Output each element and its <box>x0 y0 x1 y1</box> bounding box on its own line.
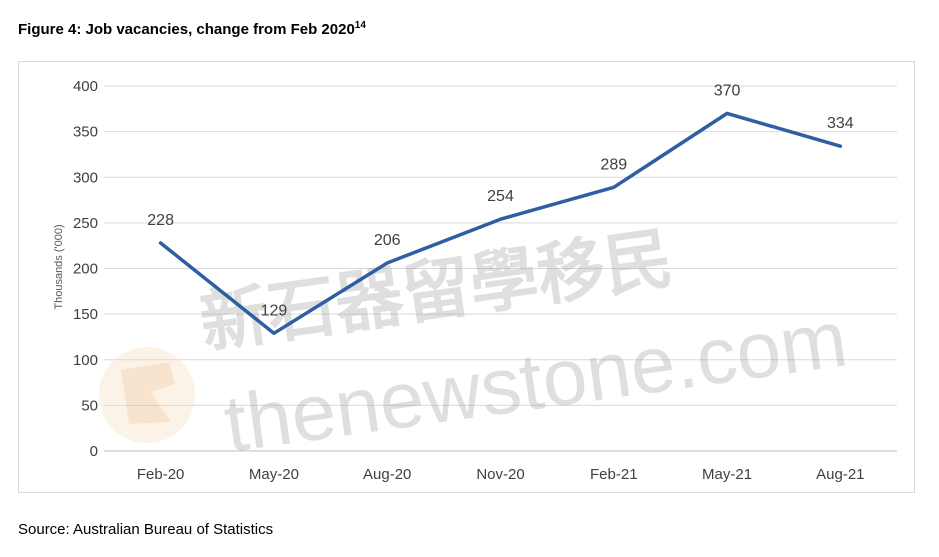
y-tick-label: 150 <box>73 306 98 323</box>
x-axis: Feb-20 May-20 Aug-20 Nov-20 Feb-21 May-21 Aug-… <box>137 466 865 483</box>
y-axis-label: Thousands ('000) <box>53 224 65 309</box>
y-tick-label: 100 <box>73 352 98 369</box>
y-tick-label: 200 <box>73 261 98 278</box>
data-labels: 228 129 206 254 289 370 334 <box>147 82 854 319</box>
y-tick-label: 250 <box>73 215 98 232</box>
data-label: 370 <box>714 82 741 99</box>
watermark-logo-mark-icon <box>121 362 175 424</box>
x-tick-label: May-20 <box>249 466 299 483</box>
gridlines <box>104 85 897 452</box>
y-axis: 0 50 100 150 200 250 300 350 400 <box>73 78 98 460</box>
watermark-logo-icon <box>99 347 195 443</box>
y-tick-label: 0 <box>90 443 98 460</box>
data-label: 334 <box>827 115 854 132</box>
series-line <box>158 111 843 336</box>
data-label: 289 <box>600 156 627 173</box>
y-tick-label: 400 <box>73 78 98 95</box>
x-tick-label: Feb-20 <box>137 466 185 483</box>
footnote-ref: 14 <box>354 20 366 31</box>
series-layer <box>158 111 843 336</box>
watermark: 新石器留學移民 thenewstone.com <box>99 220 852 469</box>
x-tick-label: Aug-20 <box>363 466 411 483</box>
figure-title: Figure 4: Job vacancies, change from Feb… <box>18 20 366 38</box>
x-tick-label: Feb-21 <box>590 466 638 483</box>
y-tick-label: 300 <box>73 169 98 186</box>
data-label: 129 <box>261 302 288 319</box>
source-note: Source: Australian Bureau of Statistics <box>18 521 274 538</box>
x-tick-label: May-21 <box>702 466 752 483</box>
chart-frame: 新石器留學移民 thenewstone.com 0 50 100 150 200 250 3… <box>18 61 915 493</box>
figure-title-text: Figure 4: Job vacancies, change from Feb… <box>18 21 355 38</box>
data-label: 206 <box>374 232 401 249</box>
y-tick-label: 350 <box>73 124 98 141</box>
data-label: 254 <box>487 188 514 205</box>
x-tick-label: Aug-21 <box>816 466 864 483</box>
data-label: 228 <box>147 212 174 229</box>
x-tick-label: Nov-20 <box>476 466 524 483</box>
y-tick-label: 50 <box>81 397 98 414</box>
line-chart: 新石器留學移民 thenewstone.com 0 50 100 150 200 250 3… <box>53 78 897 483</box>
